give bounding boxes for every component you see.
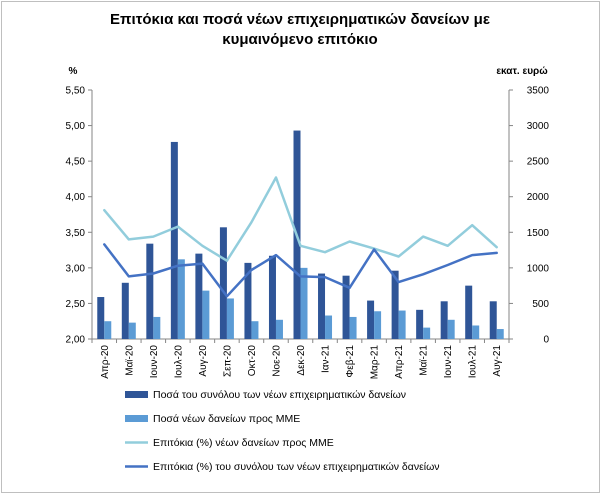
bar-total xyxy=(146,243,154,339)
bar-sme xyxy=(202,290,210,339)
legend-label: Ποσά του συνόλου των νέων επιχειρηματικώ… xyxy=(153,389,406,401)
left-tick-label: 4,50 xyxy=(66,157,86,168)
bar-total xyxy=(121,282,129,339)
x-category-label: Ιουλ-21 xyxy=(468,345,479,379)
bar-total xyxy=(244,262,252,339)
bar-total xyxy=(195,253,203,339)
x-category-label: Αυγ-20 xyxy=(198,345,209,377)
bar-sme xyxy=(128,322,136,339)
right-tick-label: 2500 xyxy=(527,157,550,168)
legend-label: Επιτόκια (%) νέων δανείων προς ΜΜΕ xyxy=(153,437,334,449)
legend: Ποσά του συνόλου των νέων επιχειρηματικώ… xyxy=(125,389,440,473)
bar-sme xyxy=(349,316,357,339)
x-category-label: Αυγ-21 xyxy=(492,345,503,377)
plot-area: 2,00 0 2,50 500 3,00 1000 3,50 1500 4,00 2000 4,50… xyxy=(66,86,550,380)
legend-label: Ποσά νέων δανείων προς ΜΜΕ xyxy=(153,413,300,425)
x-category-label: Ιουν-20 xyxy=(149,345,160,379)
x-category-label: Ιουλ-20 xyxy=(173,345,184,379)
bar-sme xyxy=(177,259,185,339)
bar-total xyxy=(268,255,276,339)
bar-total xyxy=(342,275,350,339)
left-tick-label: 5,00 xyxy=(66,121,86,132)
legend-swatch xyxy=(125,415,148,422)
right-tick-label: 2000 xyxy=(527,192,550,203)
x-category-label: Νοε-20 xyxy=(271,345,282,377)
left-tick-label: 3,50 xyxy=(66,228,86,239)
right-tick-label: 1000 xyxy=(527,263,550,274)
bar-total xyxy=(489,301,497,339)
bar-total xyxy=(391,270,399,339)
bar-total xyxy=(97,297,105,339)
left-tick-label: 2,50 xyxy=(66,299,86,310)
bar-sme xyxy=(300,267,308,339)
right-tick-label: 1500 xyxy=(527,228,550,239)
right-tick-label: 3000 xyxy=(527,121,550,132)
left-tick-label: 2,00 xyxy=(66,335,86,346)
chart-title-line-2: κυμαινόμενο επιτόκιο xyxy=(222,31,377,48)
left-tick-label: 4,00 xyxy=(66,192,86,203)
right-axis-unit: εκατ. ευρώ xyxy=(496,66,548,77)
x-category-label: Ιαν-21 xyxy=(321,345,332,373)
bar-sme xyxy=(226,298,234,339)
legend-swatch xyxy=(125,391,148,398)
bar-sme xyxy=(496,329,504,339)
bar-total xyxy=(219,227,227,339)
left-axis-unit: % xyxy=(69,66,78,77)
x-category-label: Σεπ-20 xyxy=(222,345,233,377)
x-category-label: Οκτ-20 xyxy=(247,345,258,377)
x-category-label: Φεβ-21 xyxy=(345,345,356,378)
bar-sme xyxy=(104,321,112,339)
bar-total xyxy=(465,285,473,339)
bar-total xyxy=(318,273,326,339)
right-tick-label: 0 xyxy=(543,335,549,346)
bar-sme xyxy=(325,315,333,339)
bar-sme xyxy=(251,321,259,339)
bar-sme xyxy=(275,319,283,339)
x-category-label: Δεκ-20 xyxy=(296,345,307,376)
chart-title-line-1: Επιτόκια και ποσά νέων επιχειρηματικών δ… xyxy=(110,11,490,28)
bar-sme xyxy=(472,325,480,339)
series-line-sme-rate xyxy=(103,176,498,262)
x-category-label: Μαϊ-21 xyxy=(419,345,430,376)
x-category-label: Απρ-20 xyxy=(100,345,111,379)
bar-total xyxy=(416,309,424,339)
x-category-label: Ιουν-21 xyxy=(443,345,454,379)
x-category-label: Απρ-21 xyxy=(394,345,405,379)
x-category-label: Μαϊ-20 xyxy=(124,345,135,376)
bar-sme xyxy=(423,327,431,339)
right-tick-label: 3500 xyxy=(527,86,550,97)
legend-label: Επιτόκια (%) του συνόλου των νέων επιχει… xyxy=(153,461,440,473)
left-tick-label: 5,50 xyxy=(66,86,86,97)
series-line-total-rate xyxy=(103,243,498,298)
bar-total xyxy=(170,141,178,339)
left-tick-label: 3,00 xyxy=(66,263,86,274)
right-tick-label: 500 xyxy=(532,299,549,310)
bar-total xyxy=(440,301,448,339)
bar-total xyxy=(367,300,375,339)
bar-sme xyxy=(447,319,455,339)
x-category-label: Μαρ-21 xyxy=(370,345,381,380)
bar-sme xyxy=(398,310,406,339)
bar-sme xyxy=(153,316,161,339)
bar-sme xyxy=(374,311,382,339)
